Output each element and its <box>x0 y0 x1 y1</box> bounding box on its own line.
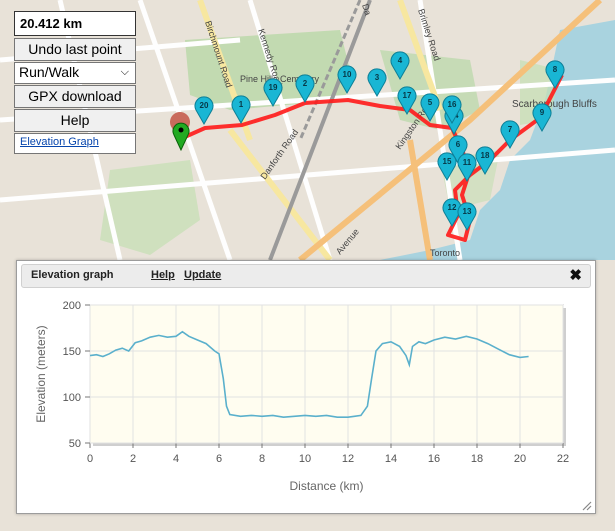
x-tick-label: 0 <box>87 453 93 465</box>
elevation-series-line <box>89 330 529 419</box>
route-marker-label: 10 <box>343 70 352 79</box>
x-tick-label: 10 <box>299 453 311 465</box>
route-marker-2[interactable]: 2 <box>295 74 315 104</box>
route-marker-label: 17 <box>403 91 412 100</box>
route-marker-7[interactable]: 7 <box>500 120 520 150</box>
x-tick-label: 20 <box>514 453 526 465</box>
route-marker-label: 18 <box>481 151 490 160</box>
x-tick-label: 14 <box>385 453 397 465</box>
route-marker-label: 13 <box>463 207 472 216</box>
y-axis-label: Elevation (meters) <box>34 325 48 422</box>
route-marker-10[interactable]: 10 <box>337 65 357 95</box>
x-tick-label: 22 <box>557 453 569 465</box>
route-marker-1[interactable]: 1 <box>231 95 251 125</box>
route-marker-6[interactable]: 6 <box>448 135 468 165</box>
elevation-graph-link[interactable]: Elevation Graph <box>14 133 136 154</box>
route-marker-label: 15 <box>443 157 452 166</box>
route-marker-label: 6 <box>456 140 461 149</box>
x-tick-label: 6 <box>216 453 222 465</box>
route-marker-label: 20 <box>200 101 209 110</box>
x-axis-label: Distance (km) <box>289 479 363 493</box>
elevation-panel-header[interactable]: Elevation graph Help Update ✖ <box>21 264 591 288</box>
route-marker-label: 2 <box>303 79 308 88</box>
chevron-down-icon: ⌵ <box>120 66 129 78</box>
y-tick-label: 50 <box>69 438 81 450</box>
x-tick-label: 18 <box>471 453 483 465</box>
elevation-help-link[interactable]: Help <box>151 269 175 281</box>
route-marker-17[interactable]: 17 <box>397 86 417 116</box>
x-tick-label: 2 <box>130 453 136 465</box>
route-marker-16[interactable]: 16 <box>442 95 462 125</box>
route-marker-15[interactable]: 15 <box>437 152 457 182</box>
route-marker-label: 7 <box>508 125 513 134</box>
route-marker-9[interactable]: 9 <box>532 103 552 133</box>
route-marker-label: 4 <box>398 56 403 65</box>
route-marker-label: 12 <box>448 203 457 212</box>
route-marker-13[interactable]: 13 <box>457 202 477 232</box>
route-marker-3[interactable]: 3 <box>367 68 387 98</box>
route-marker-8[interactable]: 8 <box>545 60 565 90</box>
elevation-update-link[interactable]: Update <box>184 269 222 281</box>
close-icon[interactable]: ✖ <box>569 267 582 284</box>
route-marker-label: 9 <box>540 108 545 117</box>
route-marker-label: 11 <box>463 158 472 167</box>
route-marker-18[interactable]: 18 <box>475 146 495 176</box>
x-tick-label: 4 <box>173 453 179 465</box>
route-marker-20[interactable]: 20 <box>194 96 214 126</box>
y-tick-label: 100 <box>63 392 81 404</box>
route-marker-11[interactable]: 11 <box>457 153 477 183</box>
x-tick-label: 8 <box>259 453 265 465</box>
route-marker-label: 3 <box>375 73 380 82</box>
map-label-cemetery: Pine Hills Cemetery <box>240 74 320 84</box>
route-marker-label: 19 <box>269 83 278 92</box>
route-marker-5[interactable]: 5 <box>420 93 440 123</box>
elevation-panel: Elevation graph Help Update ✖ 0 2 4 6 8 10 12 1… <box>16 260 596 514</box>
map-label-da: Da <box>360 3 373 17</box>
end-marker[interactable] <box>172 122 190 152</box>
y-tick-label: 150 <box>63 346 81 358</box>
gpx-download-button[interactable]: GPX download <box>14 85 136 108</box>
y-tick-label: 200 <box>63 300 81 312</box>
map-label-toronto: Toronto <box>430 248 460 258</box>
elevation-panel-title: Elevation graph <box>31 269 114 281</box>
mode-select-value: Run/Walk <box>19 64 80 80</box>
route-marker-label: 16 <box>448 100 457 109</box>
distance-display: 20.412 km <box>14 11 136 36</box>
route-marker-label: 8 <box>553 65 558 74</box>
help-button[interactable]: Help <box>14 109 136 132</box>
route-marker-4[interactable]: 4 <box>390 51 410 81</box>
route-marker-label: 5 <box>428 98 433 107</box>
x-tick-label: 16 <box>428 453 440 465</box>
undo-button[interactable]: Undo last point <box>14 38 136 61</box>
elevation-chart: 0 2 4 6 8 10 12 14 16 18 20 22 50 100 150 200 Distance (… <box>34 300 569 493</box>
mode-select[interactable]: Run/Walk ⌵ <box>14 62 136 84</box>
route-marker-19[interactable]: 19 <box>263 78 283 108</box>
resize-handle-icon[interactable] <box>580 499 592 511</box>
x-tick-label: 12 <box>342 453 354 465</box>
map-label-bluffs: Scarborough Bluffs <box>512 99 597 110</box>
route-marker-label: 1 <box>239 100 244 109</box>
plot-area <box>89 304 564 444</box>
